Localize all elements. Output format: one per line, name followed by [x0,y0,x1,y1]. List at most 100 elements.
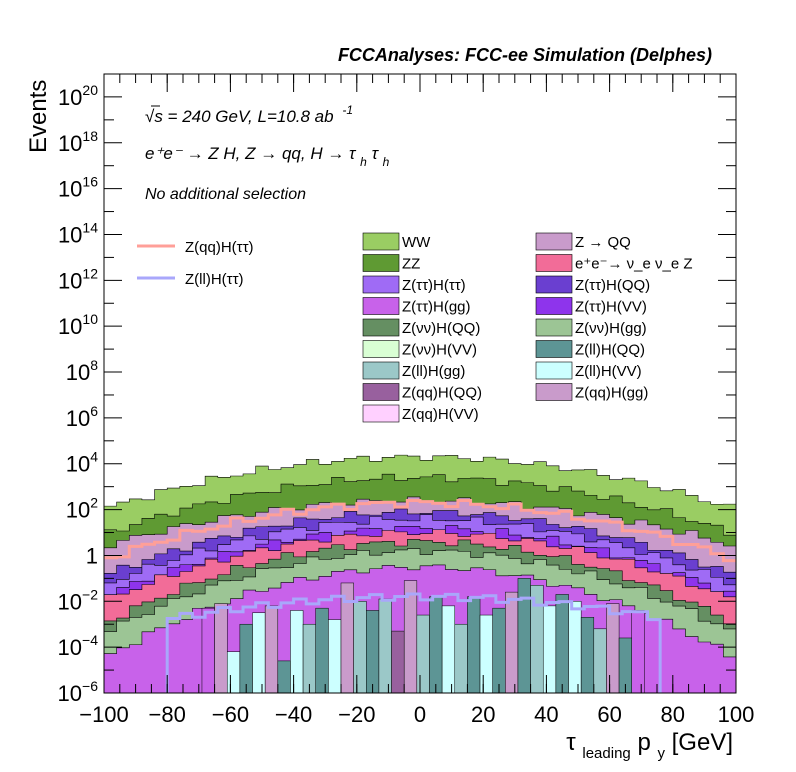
legend-swatch [362,361,400,380]
y-tick-label: 104 [66,449,98,477]
process-label: e⁺e⁻ → Z H, Z → qq, H → τ h τ h [145,144,390,170]
y-axis-labels: 10−6 10−4 10−2 1 102 104 106 108 1010 1012 1014 101… [58,82,99,706]
legend-label: Z(qq)H(QQ) [402,385,482,402]
selection-label: No additional selection [145,186,306,203]
legend-swatch [362,318,400,337]
legend-label: ZZ [402,256,420,273]
legend-swatch [535,318,573,337]
axis-ticks [103,73,737,694]
signal-line-1 [165,592,662,693]
low-bar [328,619,342,694]
legend-swatch [535,361,573,380]
x-tick-label: 60 [597,702,621,727]
x-tick-label: 40 [534,702,558,727]
y-tick-label: 1016 [58,174,98,202]
legend-swatch [535,340,573,358]
legend-label: Z(νν)H(gg) [575,320,647,337]
low-bar [214,603,228,694]
energy-label: √s = 240 GeV, L=10.8 ab -1 [145,103,353,126]
low-bar [580,617,595,694]
low-bar [568,601,582,694]
legend-label: Z(νν)H(QQ) [402,320,480,337]
y-axis-title: Events [25,80,52,153]
legend-signal-label: Z(qq)H(ττ) [185,239,254,256]
legend-label: Z(νν)H(VV) [402,342,477,359]
legend-swatch [362,254,400,272]
y-tick-label: 10−2 [58,586,99,614]
plot-area [103,73,737,694]
low-bar [416,614,430,694]
low-bar [555,594,569,694]
low-bar [542,605,557,694]
low-bar [290,610,304,694]
x-tick-label: 100 [718,702,755,727]
x-tick-label: 80 [661,702,685,727]
legend-swatch [362,340,400,358]
low-bar [429,596,443,694]
legend-label: Z(ττ)H(gg) [402,299,471,316]
low-bar [378,598,392,694]
low-bar [492,607,506,694]
y-tick-label: 1010 [58,311,98,339]
legend-swatch [362,404,400,423]
legend-swatch [535,297,573,315]
legend-label: Z(ll)H(QQ) [575,342,645,359]
y-tick-label: 1014 [58,219,98,247]
legend-label: WW [402,234,431,251]
y-tick-label: 1012 [58,265,98,293]
legend-swatch [362,275,400,294]
legend-swatch [362,383,400,401]
legend-label: Z(ττ)H(ττ) [402,277,466,294]
legend-label: Z → QQ [575,234,631,251]
low-bar [264,605,279,694]
signal-line-0 [104,498,736,563]
low-bar [479,614,493,694]
low-bar [226,651,241,694]
x-tick-label: −20 [338,702,375,727]
x-tick-label: 0 [414,702,426,727]
low-bar [366,610,380,694]
x-tick-label: −100 [79,702,129,727]
y-tick-label: 102 [66,495,98,523]
legend-label: Z(qq)H(gg) [575,385,648,402]
x-tick-label: −40 [275,702,312,727]
x-tick-label: −60 [212,702,249,727]
low-bar [277,660,291,694]
low-bar [315,607,329,694]
low-bar [593,628,607,694]
low-bar [467,596,481,694]
legend-swatch [535,383,573,401]
x-axis-title: τ leading p y [GeV] [566,729,733,764]
legend-swatch [535,254,573,272]
y-tick-label: 106 [66,403,98,431]
low-yield-bars [201,578,645,694]
legend-swatch [535,275,573,294]
x-tick-label: 20 [471,702,495,727]
low-bar [441,605,456,694]
low-bar [201,607,215,694]
y-tick-label: 1020 [58,82,98,110]
x-axis-labels: −100 −80 −60 −40 −20 0 20 40 60 80 100 [79,702,754,727]
low-bar [631,610,645,694]
legend-label: Z(ττ)H(VV) [575,299,647,316]
y-tick-label: 10−6 [58,678,99,706]
chart-title: FCCAnalyses: FCC-ee Simulation (Delphes) [338,45,712,65]
legend-swatch [362,297,400,315]
legend-signal-label: Z(ll)H(ττ) [185,271,244,288]
legend: Z(qq)H(ττ) Z(ll)H(ττ) WW ZZ Z(ττ)H(ττ) Z(ττ)H… [137,232,693,423]
low-bar [252,612,266,694]
legend-swatch [535,232,573,251]
y-tick-label: 1018 [58,128,98,156]
legend-label: Z(ττ)H(QQ) [575,277,650,294]
y-tick-label: 10−4 [58,632,99,660]
low-bar [302,623,316,694]
low-bar [239,623,253,694]
low-bar [606,603,620,694]
legend-label: e⁺e⁻→ ν_e ν_e Z [575,256,693,273]
x-tick-label: −80 [149,702,186,727]
low-bar [505,591,519,694]
low-bar [391,630,405,694]
low-bar [454,623,468,694]
y-tick-label: 108 [66,357,98,385]
